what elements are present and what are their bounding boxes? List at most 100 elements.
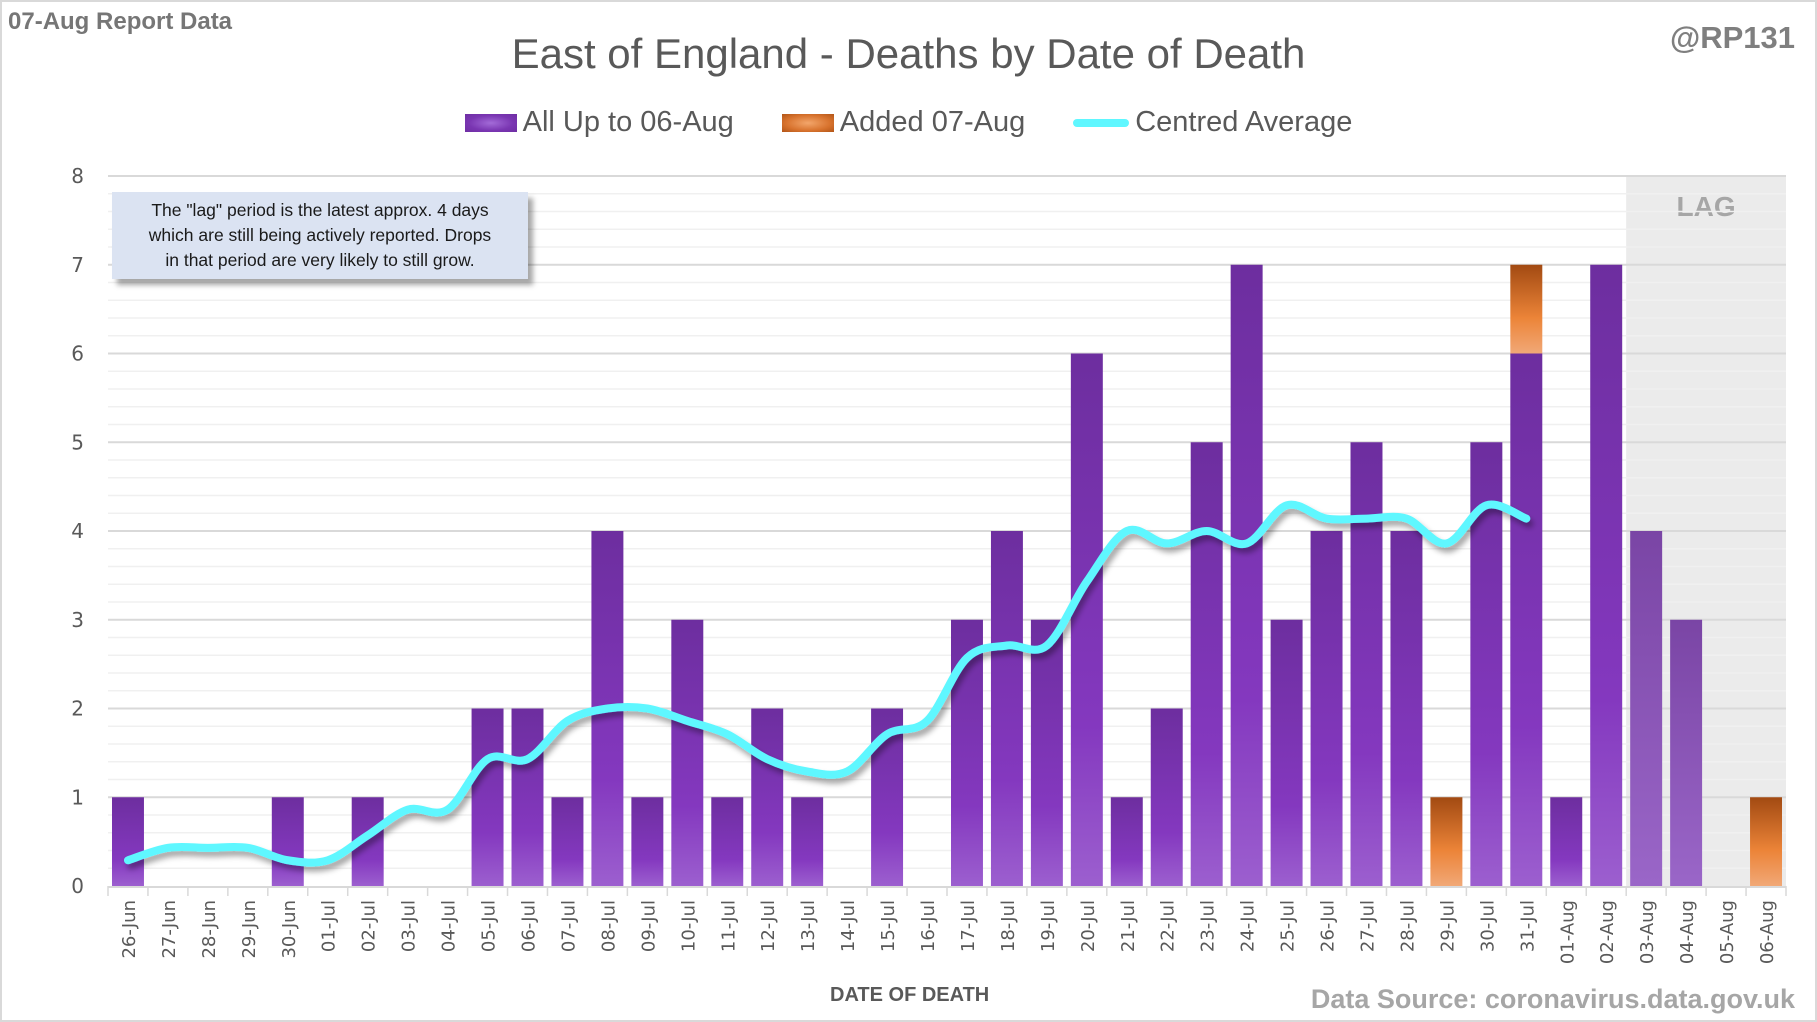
- centred-average-line: [123, 500, 1531, 867]
- bar-base: [1070, 353, 1103, 886]
- x-axis-title: DATE OF DEATH: [830, 984, 990, 1006]
- x-tick-label: 17-Jul: [958, 900, 979, 952]
- x-tick-label: 06-Aug: [1757, 900, 1778, 964]
- lag-label: LAG: [1677, 191, 1736, 222]
- x-tick-label: 27-Jul: [1358, 900, 1379, 952]
- x-tick-label: 04-Jul: [439, 900, 460, 952]
- x-tick-label: 06-Jul: [519, 900, 540, 952]
- x-tick-label: 31-Jul: [1517, 900, 1538, 952]
- bar-base: [1230, 264, 1263, 886]
- x-tick-label: 14-Jul: [838, 900, 859, 952]
- y-tick-label: 7: [71, 253, 84, 277]
- y-tick-label: 2: [71, 697, 84, 721]
- x-tick-label: 29-Jun: [239, 900, 260, 959]
- legend-swatch-base: [464, 113, 517, 132]
- bar-added: [1430, 797, 1463, 886]
- x-tick-label: 25-Jul: [1278, 900, 1299, 952]
- x-tick-label: 13-Jul: [798, 900, 819, 952]
- x-tick-label: 20-Jul: [1078, 900, 1099, 952]
- x-tick-label: 28-Jun: [199, 900, 220, 959]
- bar-base: [511, 708, 544, 886]
- bar-base: [711, 797, 744, 886]
- legend-swatch-added: [781, 113, 834, 132]
- note-line: which are still being actively reported.…: [148, 225, 492, 245]
- x-tick-label: 03-Aug: [1637, 900, 1658, 964]
- x-tick-label: 24-Jul: [1238, 900, 1259, 952]
- lag-explanation-note: The "lag" period is the latest approx. 4…: [112, 192, 528, 279]
- y-tick-label: 5: [71, 430, 84, 454]
- x-tick-label: 04-Aug: [1677, 900, 1698, 964]
- x-tick-label: 07-Jul: [558, 900, 579, 952]
- y-tick-label: 4: [71, 519, 84, 543]
- x-tick-label: 21-Jul: [1118, 900, 1139, 952]
- bar-base: [1590, 264, 1623, 886]
- bar-base: [1030, 619, 1063, 886]
- bar-base: [1390, 531, 1423, 886]
- report-date-label: 07-Aug Report Data: [8, 8, 233, 35]
- x-tick-label: 30-Jul: [1477, 900, 1498, 952]
- x-tick-label: 05-Aug: [1717, 900, 1738, 964]
- x-tick-label: 12-Jul: [758, 900, 779, 952]
- x-tick-label: 02-Jul: [359, 900, 380, 952]
- bar-added: [1510, 264, 1543, 354]
- y-tick-label: 8: [71, 164, 84, 188]
- bar-base: [1510, 353, 1543, 886]
- note-line: in that period are very likely to still …: [165, 250, 475, 270]
- y-tick-label: 3: [71, 608, 84, 632]
- bar-base: [1670, 619, 1703, 886]
- x-tick-label: 26-Jul: [1318, 900, 1339, 952]
- bar-base: [1110, 797, 1143, 886]
- legend-label-added: Added 07-Aug: [839, 106, 1026, 138]
- x-tick-label: 16-Jul: [918, 900, 939, 952]
- author-handle: @RP131: [1669, 20, 1795, 55]
- x-tick-label: 29-Jul: [1437, 900, 1458, 952]
- bar-base: [1270, 619, 1303, 886]
- bar-base: [1630, 531, 1663, 886]
- y-tick-label: 1: [71, 785, 84, 809]
- x-tick-label: 19-Jul: [1038, 900, 1059, 952]
- x-tick-label: 03-Jul: [399, 900, 420, 952]
- x-tick-label: 30-Jun: [279, 900, 300, 959]
- bar-base: [1350, 442, 1383, 886]
- y-tick-label: 0: [71, 874, 84, 898]
- bar-base: [671, 619, 704, 886]
- bar-base: [1310, 531, 1343, 886]
- legend-item-base: All Up to 06-Aug: [464, 106, 734, 139]
- x-tick-label: 01-Aug: [1557, 900, 1578, 964]
- bar-base: [471, 708, 504, 886]
- x-tick-label: 23-Jul: [1198, 900, 1219, 952]
- bar-base: [751, 708, 784, 886]
- bar-base: [271, 797, 304, 886]
- legend-item-added: Added 07-Aug: [781, 106, 1026, 139]
- x-tick-label: 26-Jun: [119, 900, 140, 959]
- x-tick-label: 22-Jul: [1158, 900, 1179, 952]
- legend-label-base: All Up to 06-Aug: [522, 106, 734, 138]
- bar-base: [551, 797, 584, 886]
- legend: All Up to 06-Aug Added 07-Aug Centred Av…: [0, 106, 1817, 139]
- legend-label-average: Centred Average: [1135, 106, 1353, 138]
- x-tick-label: 11-Jul: [718, 900, 739, 952]
- bar-base: [950, 619, 983, 886]
- x-tick-label: 09-Jul: [638, 900, 659, 952]
- bar-base: [631, 797, 664, 886]
- x-tick-label: 08-Jul: [598, 900, 619, 952]
- x-tick-label: 27-Jun: [159, 900, 180, 959]
- x-tick-label: 18-Jul: [998, 900, 1019, 952]
- bar-base: [1190, 442, 1223, 886]
- y-tick-label: 6: [71, 342, 84, 366]
- bar-added: [1750, 797, 1783, 886]
- legend-swatch-average: [1073, 118, 1130, 127]
- note-line: The "lag" period is the latest approx. 4…: [151, 200, 489, 220]
- x-tick-label: 01-Jul: [319, 900, 340, 952]
- bar-base: [1550, 797, 1583, 886]
- bar-base: [111, 797, 144, 886]
- x-tick-label: 15-Jul: [878, 900, 899, 952]
- data-source: Data Source: coronavirus.data.gov.uk: [1310, 984, 1795, 1014]
- x-tick-label: 02-Aug: [1597, 900, 1618, 964]
- bar-base: [990, 531, 1023, 886]
- bar-base: [1150, 708, 1183, 886]
- bar-base: [791, 797, 824, 886]
- x-tick-label: 10-Jul: [678, 900, 699, 952]
- x-tick-label: 28-Jul: [1397, 900, 1418, 952]
